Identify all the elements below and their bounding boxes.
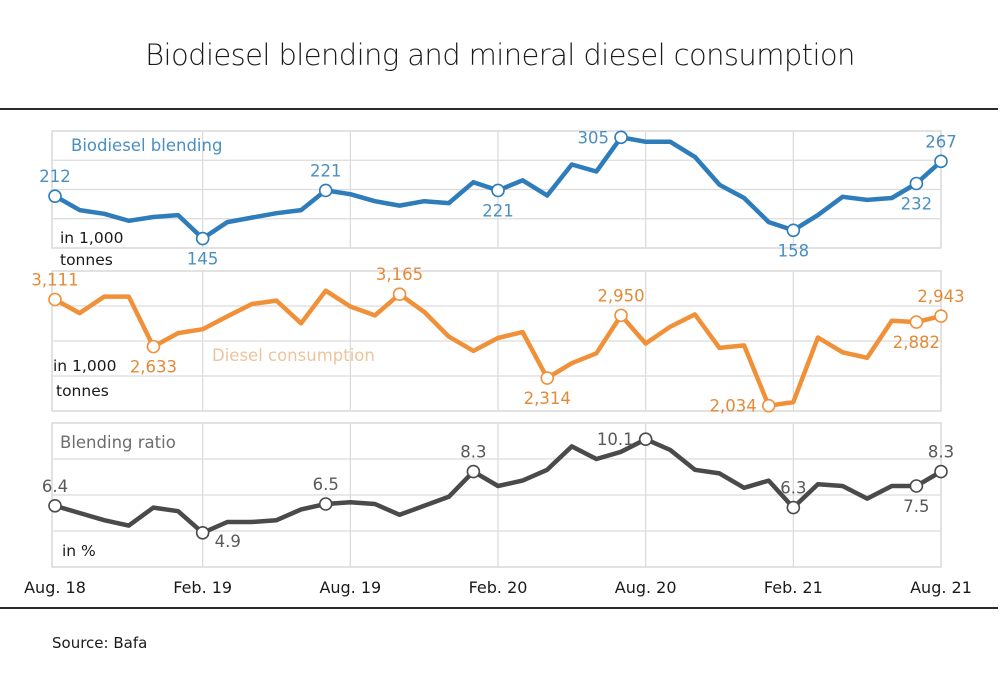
x-tick-label: Feb. 21 [764,578,823,597]
panel-biodiesel-blending: Biodiesel blending in 1,000 tonnes 212 145 22… [39,128,957,269]
chart-title: Biodiesel blending and mineral diesel co… [145,38,855,72]
data-label: 2,943 [917,287,964,306]
data-label: 8.3 [460,443,486,462]
x-tick-label: Aug. 19 [319,578,381,597]
data-label: 2,882 [893,333,940,352]
data-point-marker [614,308,628,323]
data-label: 6.3 [780,479,806,498]
bottom-divider [0,607,998,609]
data-point-marker [466,464,481,479]
x-tick-label: Aug. 18 [24,578,86,597]
x-tick-label: Aug. 21 [910,578,972,597]
series-line [52,288,944,408]
data-point-marker [146,339,161,354]
data-point-marker [761,398,776,413]
data-point-marker [491,183,505,198]
unit-label: in % [62,542,96,560]
data-point-marker [614,130,628,145]
data-label: 3,111 [31,270,78,289]
series-label: Diesel consumption [212,346,375,365]
data-point-marker [48,189,62,203]
data-point-marker [909,479,924,493]
data-point-marker [540,371,555,385]
series-label: Blending ratio [60,433,176,452]
data-point-marker [909,315,924,329]
data-label: 267 [925,132,957,151]
data-point-marker [786,500,801,515]
source-note: Source: Bafa [52,634,148,652]
data-label: 221 [482,201,514,220]
top-divider [0,108,998,110]
data-point-marker [934,464,948,479]
data-point-marker [195,525,210,540]
data-point-marker [909,176,924,191]
data-point-marker [638,432,653,447]
data-label: 6.5 [313,475,339,494]
data-label: 212 [39,167,71,186]
data-point-marker [318,497,333,511]
data-label: 158 [778,241,810,260]
data-label: 7.5 [903,497,929,516]
data-label: 3,165 [376,265,423,284]
x-tick-label: Aug. 20 [615,578,677,597]
data-point-marker [934,309,948,323]
data-label: 2,314 [524,389,571,408]
unit-label: in 1,000 [53,357,116,375]
panel-diesel-consumption: Diesel consumption in 1,000 tonnes 3,111 2,6… [31,265,964,416]
data-point-marker [318,183,333,198]
data-label: 221 [310,161,342,180]
data-label: 2,633 [130,358,177,377]
data-label: 232 [901,194,933,213]
data-point-marker [392,287,407,301]
x-tick-label: Feb. 20 [469,578,528,597]
data-label: 305 [578,128,610,147]
x-tick-label: Feb. 19 [173,578,232,597]
data-label: 8.3 [928,443,954,462]
data-label: 2,950 [597,286,644,305]
series-label: Biodiesel blending [71,136,222,155]
unit-label: tonnes [60,251,113,269]
data-point-marker [934,154,948,169]
unit-label: in 1,000 [60,229,123,247]
data-label: 145 [187,250,219,269]
data-label: 2,034 [709,397,756,416]
data-label: 6.4 [42,477,68,496]
data-label: 4.9 [215,532,241,551]
unit-label: tonnes [56,382,109,400]
data-point-marker [195,231,210,246]
data-label: 10.1 [597,430,634,449]
data-point-marker [786,223,801,238]
panel-blending-ratio: Blending ratio in % 6.4 4.9 6.5 8.3 10.1 6.3 7.5… [42,422,954,568]
data-point-marker [48,292,62,307]
data-point-marker [48,498,62,513]
